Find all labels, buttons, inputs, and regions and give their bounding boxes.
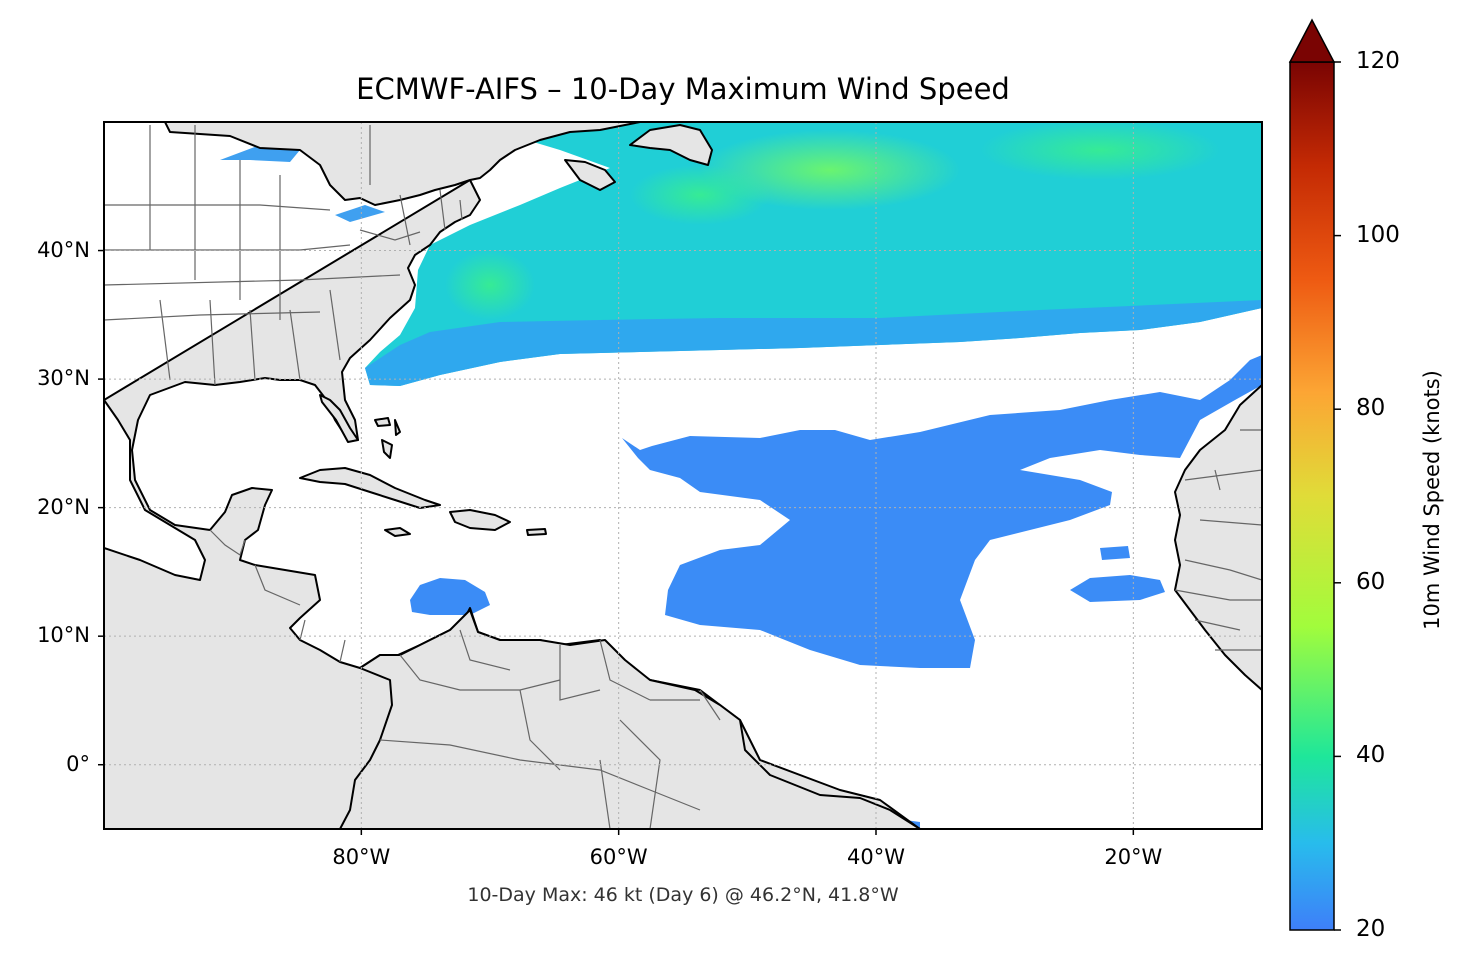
- florida-land: [319, 394, 359, 443]
- wind-field-east-small-patch: [1100, 546, 1130, 560]
- map-title: ECMWF-AIFS – 10-Day Maximum Wind Speed: [356, 72, 1010, 106]
- map-frame: [103, 121, 1263, 830]
- wind-core-central: [630, 165, 770, 225]
- wind-field-north-atlantic-south-band: [365, 300, 1262, 386]
- bahamas-islands: [374, 417, 401, 459]
- lon-tick-label: 40°W: [847, 845, 905, 869]
- lat-tick-label: 40°N: [37, 237, 90, 262]
- africa-land: [1174, 384, 1262, 691]
- jamaica-island: [384, 527, 411, 537]
- lon-tick-label: 60°W: [589, 845, 648, 869]
- colorbar-tick-label: 40: [1356, 742, 1386, 769]
- colorbar-extend-arrow: [1288, 18, 1336, 63]
- south-america-land: [339, 609, 921, 829]
- max-wind-footnote: 10-Day Max: 46 kt (Day 6) @ 46.2°N, 41.8…: [467, 884, 899, 906]
- colorbar-tick-label: 20: [1356, 916, 1386, 942]
- lat-tick-label: 0°: [66, 751, 90, 776]
- colorbar-gradient: [1289, 61, 1335, 931]
- longitude-ticks: [360, 829, 1135, 835]
- colorbar-tick-label: 100: [1356, 221, 1400, 248]
- colorbar-tick-label: 120: [1356, 48, 1400, 74]
- wind-field-tropical-atlantic: [622, 355, 1262, 668]
- hispaniola-island: [449, 509, 511, 531]
- colorbar-ticks: [1334, 61, 1341, 931]
- wind-core-west: [445, 250, 535, 320]
- cuba-island: [299, 467, 441, 509]
- lon-tick-label: 20°W: [1104, 845, 1163, 869]
- colorbar-tick-label: 60: [1356, 568, 1386, 595]
- nova-scotia-land: [564, 159, 616, 191]
- colorbar: [1288, 18, 1341, 931]
- colorbar-title: 10m Wind Speed (knots): [1420, 370, 1444, 630]
- latitude-ticks: [98, 249, 104, 766]
- land-masses: [104, 122, 1262, 829]
- wind-field-east-patch: [1070, 575, 1165, 602]
- wind-speed-field: [220, 122, 1262, 829]
- lat-tick-label: 30°N: [37, 366, 90, 391]
- wind-core-east: [980, 122, 1220, 180]
- lat-tick-label: 10°N: [37, 623, 90, 648]
- colorbar-tick-label: 80: [1356, 395, 1386, 422]
- wind-field-caribbean-patch: [410, 578, 490, 615]
- gridlines: [104, 122, 1262, 829]
- lon-tick-label: 80°W: [332, 845, 391, 869]
- lat-tick-label: 20°N: [37, 494, 90, 519]
- puerto-rico-island: [526, 528, 547, 536]
- newfoundland-island: [629, 124, 713, 166]
